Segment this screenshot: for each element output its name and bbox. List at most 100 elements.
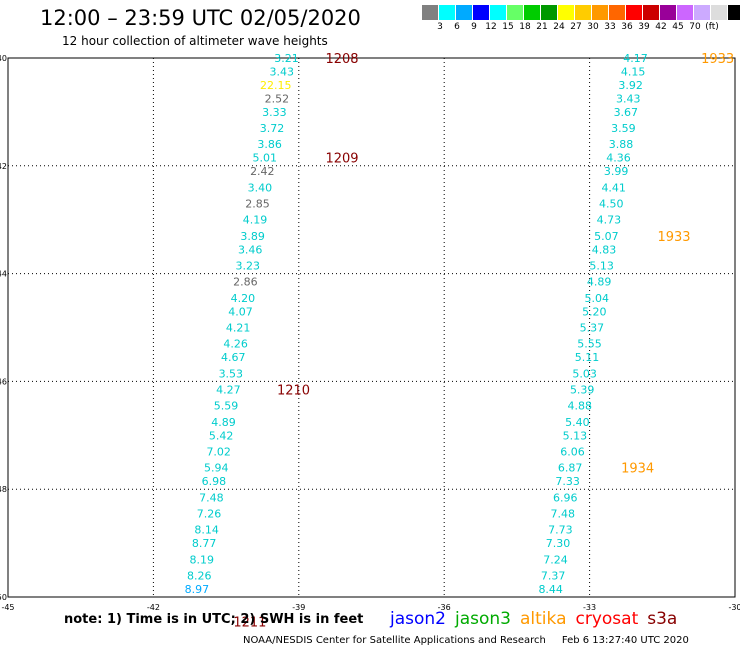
lat-tick-label: -40 [0, 54, 7, 63]
wave-height-value: 4.26 [223, 338, 248, 351]
legend-swatch [728, 5, 740, 20]
wave-height-value: 4.88 [568, 400, 593, 413]
legend-label: 9 [471, 22, 477, 32]
wave-height-value: 7.02 [206, 445, 231, 458]
wave-height-value: 5.42 [209, 429, 234, 442]
time-label: 1210 [277, 383, 310, 398]
lat-tick-label: -42 [0, 162, 7, 171]
wave-height-value: 7.33 [555, 475, 580, 488]
lat-tick-label: -50 [0, 593, 7, 602]
wave-height-value: 7.26 [197, 507, 222, 520]
satellite-jason2: jason2 [390, 609, 446, 629]
legend-swatch [524, 5, 541, 20]
legend-swatch [711, 5, 728, 20]
wave-height-value: 4.27 [216, 383, 241, 396]
wave-height-value: 2.86 [233, 276, 258, 289]
wave-height-value: 7.73 [548, 524, 573, 537]
legend-label: 6 [454, 22, 460, 32]
wave-height-value: 3.86 [257, 138, 282, 151]
map-frame [7, 57, 736, 598]
legend-label: 70 [689, 22, 701, 32]
wave-height-value: 7.48 [551, 507, 576, 520]
wave-height-value: 8.44 [538, 583, 563, 596]
time-label: 1208 [325, 52, 358, 67]
legend-swatch [439, 5, 456, 20]
time-label: 1934 [621, 462, 654, 477]
satellite-s3a: s3a [647, 609, 678, 629]
legend-swatch [660, 5, 677, 20]
legend-label: 39 [638, 22, 650, 32]
wave-height-value: 7.30 [546, 537, 571, 550]
wave-height-value: 5.01 [252, 152, 277, 165]
wave-height-value: 3.88 [609, 138, 634, 151]
legend-label: 21 [536, 22, 548, 32]
wave-height-value: 3.23 [236, 260, 261, 273]
credit-text: NOAA/NESDIS Center for Satellite Applica… [243, 635, 546, 646]
wave-height-value: 4.67 [221, 351, 246, 364]
wave-height-value: 4.73 [597, 214, 622, 227]
wave-height-value: 5.37 [580, 322, 605, 335]
lon-tick-label: -36 [438, 603, 451, 612]
wave-height-value: 6.06 [560, 445, 585, 458]
wave-height-value: 5.04 [584, 292, 609, 305]
legend-label: 36 [621, 22, 633, 32]
wave-height-value: 3.46 [238, 243, 263, 256]
legend-label: 24 [553, 22, 565, 32]
legend-swatch [456, 5, 473, 20]
wave-height-value: 4.07 [228, 305, 253, 318]
legend-label: 15 [502, 22, 514, 32]
map-title: 12:00 – 23:59 UTC 02/05/2020 [40, 6, 361, 30]
wave-height-value: 6.98 [202, 475, 227, 488]
lon-tick-label: -39 [292, 603, 305, 612]
satellite-cryosat: cryosat [575, 609, 639, 629]
wave-height-value: 5.13 [563, 429, 588, 442]
wave-height-value: 6.87 [558, 462, 583, 475]
wave-height-value: 7.37 [541, 569, 566, 582]
wave-height-value: 3.53 [219, 367, 244, 380]
legend-swatches [422, 5, 740, 20]
wave-height-value: 5.11 [575, 351, 600, 364]
legend-swatch [422, 5, 439, 20]
wave-height-value: 2.52 [265, 92, 290, 105]
wave-height-value: 3.21 [274, 52, 299, 65]
lon-tick-label: -30 [728, 603, 740, 612]
legend-label: 18 [519, 22, 531, 32]
wave-height-value: 5.20 [582, 305, 607, 318]
lat-tick-label: -48 [0, 485, 7, 494]
time-label: 1209 [325, 152, 358, 167]
legend-swatch [490, 5, 507, 20]
legend-swatch [694, 5, 711, 20]
wave-height-value: 4.21 [226, 322, 251, 335]
satellite-altika: altika [520, 609, 567, 629]
wave-height-value: 7.24 [543, 553, 568, 566]
wave-height-value: 3.43 [616, 92, 641, 105]
wave-height-value: 5.59 [214, 400, 239, 413]
wave-height-value: 4.83 [592, 243, 617, 256]
wave-height-value: 3.43 [269, 65, 294, 78]
wave-height-value: 4.41 [601, 181, 626, 194]
lon-tick-label: -33 [583, 603, 596, 612]
legend-swatch [626, 5, 643, 20]
wave-height-value: 2.42 [250, 165, 275, 178]
wave-height-value: 8.19 [189, 553, 214, 566]
wave-height-value: 3.40 [248, 181, 273, 194]
map-subtitle: 12 hour collection of altimeter wave hei… [62, 34, 328, 48]
wave-height-value: 3.72 [260, 122, 285, 135]
wave-height-value: 3.59 [611, 122, 636, 135]
wave-height-value: 4.19 [243, 214, 268, 227]
wave-height-value: 3.92 [618, 79, 643, 92]
wave-height-value: 4.15 [621, 65, 646, 78]
wave-height-value: 22.15 [260, 79, 292, 92]
lon-tick-label: -45 [1, 603, 14, 612]
legend-labels: 3 6 9 12 15 18 21 24 27 30 33 36 39 42 45 70 (ft) [422, 20, 740, 34]
wave-height-value: 5.03 [572, 367, 597, 380]
wave-height-value: 8.97 [185, 583, 210, 596]
wave-height-value: 3.89 [240, 230, 265, 243]
generated-timestamp: Feb 6 13:27:40 UTC 2020 [561, 635, 689, 646]
legend-swatch [473, 5, 490, 20]
wave-height-value: 6.96 [553, 491, 578, 504]
legend-label: 33 [604, 22, 616, 32]
wave-height-value: 4.89 [587, 276, 612, 289]
wave-height-value: 3.33 [262, 106, 287, 119]
